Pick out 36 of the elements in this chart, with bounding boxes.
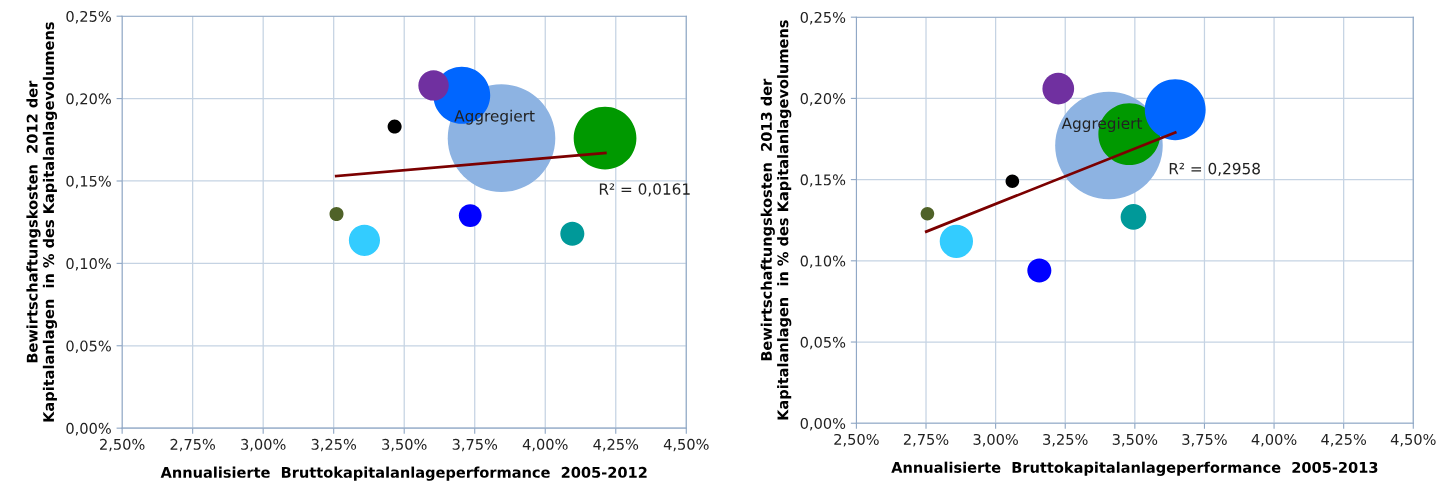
x-tick-label: 2,50% [834, 433, 879, 447]
y-tick-label: 0,05% [66, 340, 111, 353]
y-tick-label: 0,10% [800, 255, 846, 269]
annotation: R² = 0,2958 [1169, 162, 1260, 176]
annotation: R² = 0,0161 [599, 183, 690, 197]
y-tick-label: 0,25% [66, 10, 111, 24]
x-tick-label: 3,50% [382, 438, 427, 452]
x-tick-label: 4,00% [522, 438, 568, 452]
x-tick-label: 4,50% [1390, 433, 1436, 447]
x-tick-label: 3,75% [1182, 433, 1227, 447]
x-axis-title: Annualisierte Bruttokapitalanlageperformance 2005-2013 [891, 461, 1378, 476]
x-tick-label: 3,25% [1043, 433, 1088, 447]
x-tick-label: 2,75% [170, 438, 216, 452]
y-axis-title: Bewirtschaftungskosten 2013 der Kapitalanlagen in % des Kapitalanlagevolumens [760, 20, 792, 420]
x-tick-label: 4,00% [1251, 433, 1297, 447]
y-tick-label: 0,20% [66, 93, 111, 106]
x-tick-label: 3,50% [1112, 433, 1158, 447]
x-tick-label: 3,00% [241, 438, 286, 452]
x-tick-label: 3,00% [973, 433, 1018, 447]
y-tick-label: 0,05% [800, 336, 846, 350]
y-tick-label: 0,10% [66, 258, 111, 271]
x-tick-label: 2,50% [100, 438, 145, 452]
x-tick-label: 4,50% [663, 438, 709, 452]
y-axis-title: Bewirtschaftungskosten 2012 der Kapitalanlagen in % des Kapitalanlagevolumens [26, 22, 58, 422]
y-tick-label: 0,00% [66, 422, 111, 436]
y-tick-label: 0,00% [800, 417, 846, 431]
x-tick-label: 4,25% [1321, 433, 1367, 447]
y-tick-label: 0,25% [800, 11, 846, 25]
x-tick-label: 3,75% [452, 438, 498, 452]
y-tick-label: 0,20% [800, 93, 846, 106]
x-tick-label: 3,25% [311, 438, 357, 452]
y-tick-label: 0,15% [66, 175, 111, 189]
x-tick-label: 4,25% [593, 438, 639, 452]
y-tick-label: 0,15% [800, 174, 846, 187]
x-axis-title: Annualisierte Bruttokapitalanlageperformance 2005-2012 [160, 466, 647, 481]
x-tick-label: 2,75% [903, 433, 949, 447]
